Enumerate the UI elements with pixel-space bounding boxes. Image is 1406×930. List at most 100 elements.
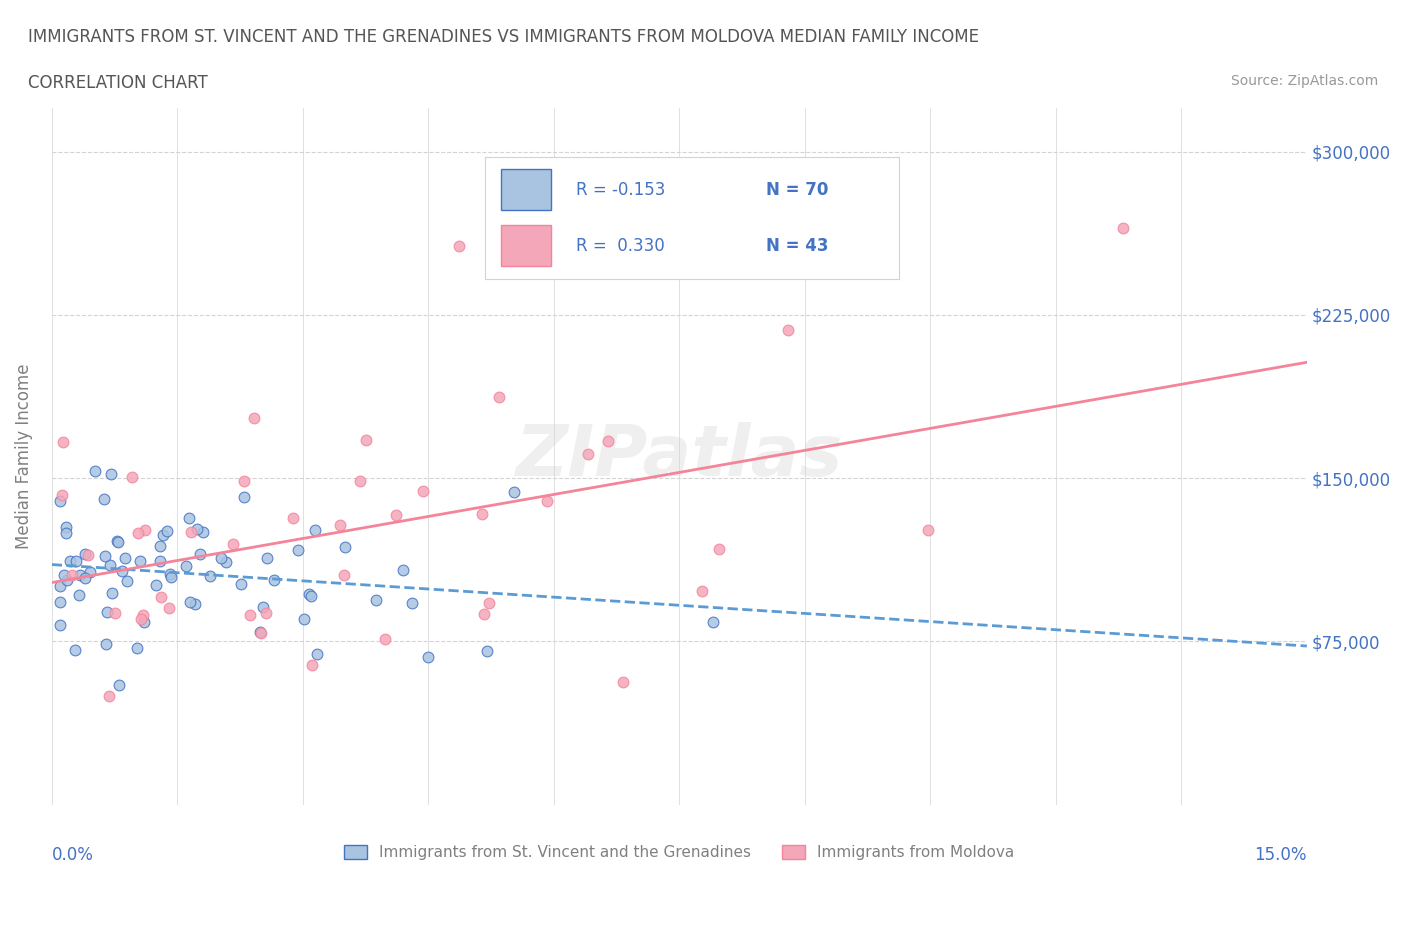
Point [157, 601, 180, 616]
Point [51, 487, 73, 502]
Point [366, 593, 388, 608]
Point [249, 624, 271, 639]
Text: Source: ZipAtlas.com: Source: ZipAtlas.com [1230, 74, 1378, 88]
Point [127, 525, 149, 540]
Point [215, 554, 238, 569]
Point [49, 618, 72, 632]
Point [53, 567, 76, 582]
Point [75, 571, 97, 586]
Point [287, 542, 309, 557]
Point [917, 523, 939, 538]
Point [100, 467, 122, 482]
Point [115, 574, 138, 589]
Point [179, 594, 201, 609]
Point [472, 606, 495, 621]
Point [329, 518, 352, 533]
Point [612, 674, 634, 689]
Point [229, 577, 252, 591]
Point [301, 658, 323, 672]
Point [114, 551, 136, 565]
Point [242, 410, 264, 425]
Point [98, 557, 121, 572]
Point [333, 567, 356, 582]
Point [304, 523, 326, 538]
Point [152, 527, 174, 542]
Point [374, 631, 396, 646]
Point [94, 637, 117, 652]
Text: ZIPatlas: ZIPatlas [516, 422, 844, 491]
Point [283, 511, 305, 525]
Point [131, 612, 153, 627]
Point [52, 434, 75, 449]
Point [107, 535, 129, 550]
Point [49, 578, 72, 593]
Point [239, 607, 262, 622]
Point [256, 551, 278, 565]
Point [79, 565, 101, 579]
Point [333, 539, 356, 554]
Point [149, 539, 172, 554]
Point [132, 607, 155, 622]
Point [96, 604, 118, 619]
Point [690, 584, 713, 599]
Point [254, 605, 277, 620]
Point [128, 553, 150, 568]
Point [307, 646, 329, 661]
Text: CORRELATION CHART: CORRELATION CHART [28, 74, 208, 92]
Point [149, 590, 172, 604]
Point [250, 626, 273, 641]
Point [55, 572, 77, 587]
Point [149, 553, 172, 568]
Point [93, 549, 115, 564]
Point [475, 644, 498, 658]
Point [156, 524, 179, 538]
Point [478, 595, 501, 610]
Point [186, 522, 208, 537]
Point [104, 605, 127, 620]
Point [191, 525, 214, 539]
Point [93, 492, 115, 507]
Point [1112, 220, 1135, 235]
Point [401, 595, 423, 610]
Point [233, 490, 256, 505]
Point [105, 534, 128, 549]
Point [188, 547, 211, 562]
Text: IMMIGRANTS FROM ST. VINCENT AND THE GRENADINES VS IMMIGRANTS FROM MOLDOVA MEDIAN: IMMIGRANTS FROM ST. VINCENT AND THE GREN… [28, 28, 979, 46]
Point [298, 587, 321, 602]
Point [111, 564, 134, 578]
Point [252, 600, 274, 615]
Point [576, 446, 599, 461]
Point [177, 511, 200, 525]
Point [449, 238, 471, 253]
Point [232, 473, 254, 488]
Point [73, 547, 96, 562]
Point [502, 485, 524, 500]
Point [596, 433, 619, 448]
Point [67, 588, 90, 603]
Point [145, 578, 167, 592]
Point [127, 640, 149, 655]
Point [536, 493, 558, 508]
Point [49, 493, 72, 508]
Point [299, 589, 322, 604]
Point [159, 566, 181, 581]
Point [292, 612, 315, 627]
Point [385, 508, 408, 523]
Y-axis label: Median Family Income: Median Family Income [15, 364, 32, 549]
Point [416, 650, 439, 665]
Point [354, 432, 377, 447]
Point [488, 390, 510, 405]
Point [209, 551, 232, 566]
Point [134, 523, 156, 538]
Point [412, 484, 434, 498]
Point [77, 548, 100, 563]
Point [392, 563, 415, 578]
Point [702, 615, 724, 630]
Point [183, 596, 205, 611]
Point [55, 526, 77, 541]
Point [263, 572, 285, 587]
Text: 15.0%: 15.0% [1254, 846, 1308, 864]
Point [180, 525, 202, 539]
Point [98, 688, 121, 703]
Point [121, 470, 143, 485]
